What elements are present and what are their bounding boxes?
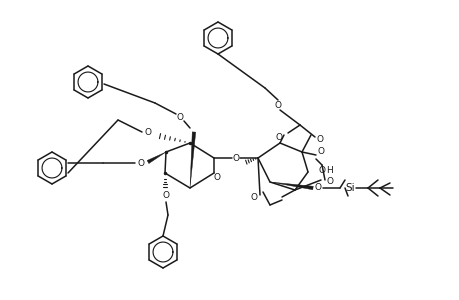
Text: O: O xyxy=(144,128,151,136)
Text: Si: Si xyxy=(344,183,354,193)
Polygon shape xyxy=(147,152,166,164)
Text: O: O xyxy=(326,178,333,187)
Text: O: O xyxy=(250,193,257,202)
Text: O: O xyxy=(213,173,220,182)
Text: O: O xyxy=(316,134,323,143)
Polygon shape xyxy=(269,182,313,190)
Text: O: O xyxy=(275,133,282,142)
Text: O: O xyxy=(176,112,183,122)
Text: O: O xyxy=(137,158,144,167)
Text: O: O xyxy=(317,146,324,155)
Text: O: O xyxy=(232,154,239,163)
Text: O: O xyxy=(318,166,325,175)
Text: O: O xyxy=(162,191,169,200)
Text: H: H xyxy=(326,166,333,175)
Text: O: O xyxy=(274,100,281,109)
Text: O: O xyxy=(314,184,321,193)
Polygon shape xyxy=(190,132,196,188)
